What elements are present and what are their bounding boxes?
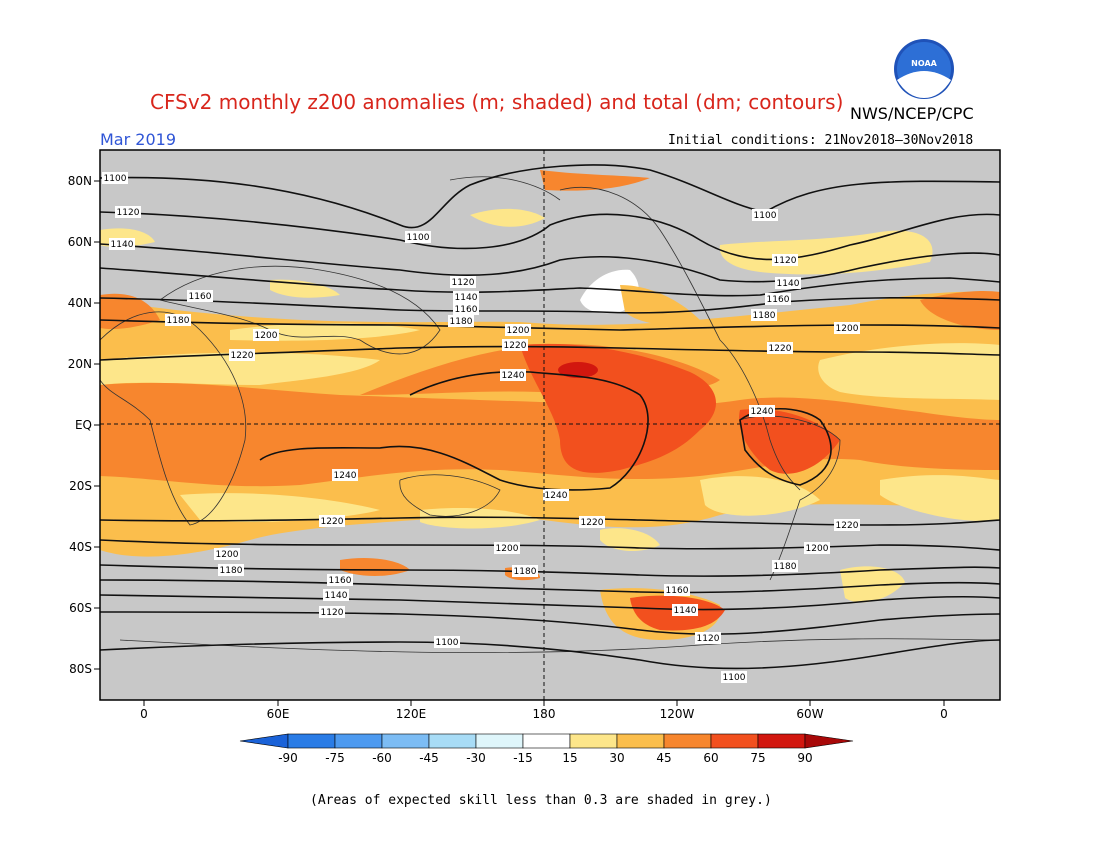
colorbar-swatch (569, 733, 618, 749)
contour-label: 1220 (504, 341, 527, 351)
lat-label: 20S (69, 479, 92, 493)
colorbar-tick-label: -60 (372, 751, 392, 765)
contour-label: 1160 (455, 305, 478, 315)
colorbar-swatch (334, 733, 383, 749)
contour-label: 1180 (774, 562, 797, 572)
lon-label: 180 (533, 707, 556, 721)
colorbar-swatch (287, 733, 336, 749)
figure-title: CFSv2 monthly z200 anomalies (m; shaded)… (150, 90, 844, 114)
contour-label: 1160 (329, 576, 352, 586)
colorbar-tick-label: -30 (466, 751, 486, 765)
colorbar: -90 -75 -60 -45 -30 -15 15 30 45 60 75 90 (239, 733, 854, 765)
colorbar-tick-label: 15 (562, 751, 577, 765)
contour-label: 1100 (723, 673, 746, 683)
colorbar-tick-label: -45 (419, 751, 439, 765)
colorbar-tick-label: -75 (325, 751, 345, 765)
lon-label: 120W (660, 707, 695, 721)
forecast-month: Mar 2019 (100, 130, 176, 149)
agency-label: NWS/NCEP/CPC (850, 104, 974, 123)
contour-label: 1160 (767, 295, 790, 305)
contour-label: 1140 (455, 293, 478, 303)
contour-label: 1140 (325, 591, 348, 601)
colorbar-tick-label: 30 (609, 751, 624, 765)
lat-label: 60S (69, 601, 92, 615)
colorbar-swatch (757, 733, 806, 749)
contour-label: 1120 (117, 208, 140, 218)
lat-label: 80S (69, 662, 92, 676)
colorbar-swatch (428, 733, 477, 749)
contour-label: 1200 (507, 326, 530, 336)
colorbar-tick-label: -15 (513, 751, 533, 765)
contour-label: 1240 (751, 407, 774, 417)
colorbar-swatch (710, 733, 759, 749)
contour-label: 1220 (836, 521, 859, 531)
colorbar-tick-label: -90 (278, 751, 298, 765)
contour-label: 1220 (581, 518, 604, 528)
contour-label: 1180 (167, 316, 190, 326)
contour-label: 1100 (407, 233, 430, 243)
contour-label: 1120 (321, 608, 344, 618)
lon-label: 0 (940, 707, 948, 721)
contour-label: 1180 (220, 566, 243, 576)
contour-label: 1140 (777, 279, 800, 289)
colorbar-swatch (616, 733, 665, 749)
colorbar-tick-label: 60 (703, 751, 718, 765)
colorbar-tick-label: 45 (656, 751, 671, 765)
latitude-axis: 80N 60N 40N 20N EQ 20S 40S 60S 80S (68, 174, 100, 676)
contour-label: 1140 (111, 240, 134, 250)
contour-label: 1180 (514, 567, 537, 577)
colorbar-tick-label: 75 (750, 751, 765, 765)
contour-label: 1240 (334, 471, 357, 481)
contour-label: 1120 (774, 256, 797, 266)
contour-label: 1200 (806, 544, 829, 554)
lat-label: EQ (75, 418, 92, 432)
lon-label: 60W (796, 707, 823, 721)
height-contours (100, 164, 1000, 670)
contour-label: 1160 (189, 292, 212, 302)
contour-label: 1180 (753, 311, 776, 321)
lat-label: 20N (68, 357, 92, 371)
contour-label: 1240 (502, 371, 525, 381)
lon-label: 60E (267, 707, 290, 721)
noaa-logo-text: NOAA (911, 59, 937, 68)
contour-label: 1220 (321, 517, 344, 527)
map-panel: 1100 1120 1140 1160 1180 1200 1220 1100 … (100, 150, 1000, 700)
colorbar-arrow-high (804, 733, 854, 749)
initial-conditions: Initial conditions: 21Nov2018–30Nov2018 (668, 133, 974, 148)
colorbar-tick-label: 90 (797, 751, 812, 765)
lat-label: 40N (68, 296, 92, 310)
lat-label: 80N (68, 174, 92, 188)
contour-label: 1100 (104, 174, 127, 184)
contour-label-group: 1100 1120 1140 1160 1180 1200 1220 1100 … (102, 172, 860, 683)
contour-label: 1240 (545, 491, 568, 501)
colorbar-swatch (381, 733, 430, 749)
footnote: (Areas of expected skill less than 0.3 a… (310, 793, 772, 808)
longitude-axis: 0 60E 120E 180 120W 60W 0 (140, 700, 948, 721)
lat-label: 40S (69, 540, 92, 554)
colorbar-swatch (522, 733, 571, 749)
noaa-logo: NOAA (894, 39, 954, 99)
contour-label: 1220 (769, 344, 792, 354)
contour-label: 1140 (674, 606, 697, 616)
contour-label: 1220 (231, 351, 254, 361)
lon-label: 120E (396, 707, 427, 721)
contour-label: 1200 (255, 331, 278, 341)
contour-label: 1160 (666, 586, 689, 596)
lat-label: 60N (68, 235, 92, 249)
contour-label: 1120 (452, 278, 475, 288)
contour-label: 1180 (450, 317, 473, 327)
colorbar-swatch (663, 733, 712, 749)
contour-label: 1120 (697, 634, 720, 644)
contour-label: 1100 (436, 638, 459, 648)
contour-label: 1100 (754, 211, 777, 221)
lon-label: 0 (140, 707, 148, 721)
colorbar-swatch (475, 733, 524, 749)
contour-label: 1200 (216, 550, 239, 560)
colorbar-arrow-low (239, 733, 289, 749)
contour-label: 1200 (496, 544, 519, 554)
contour-label: 1200 (836, 324, 859, 334)
